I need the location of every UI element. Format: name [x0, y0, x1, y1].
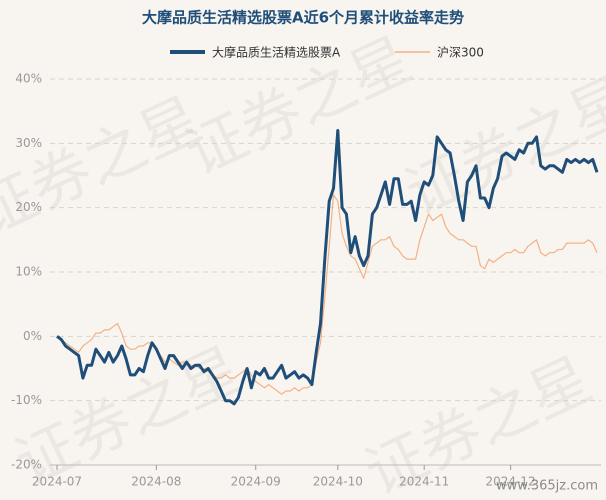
y-tick-label: 0% — [23, 329, 42, 343]
y-tick-label: 10% — [15, 265, 42, 279]
x-tick-label: 2024-12 — [486, 475, 536, 489]
x-tick-label: 2024-09 — [231, 475, 281, 489]
legend-label: 沪深300 — [437, 46, 484, 60]
legend-label: 大摩品质生活精选股票A — [212, 45, 341, 60]
y-tick-label: 30% — [15, 136, 42, 150]
y-tick-label: -20% — [11, 458, 42, 472]
y-tick-label: 40% — [15, 72, 42, 86]
x-tick-label: 2024-11 — [399, 475, 449, 489]
x-tick-label: 2024-07 — [32, 475, 82, 489]
x-tick-label: 2024-10 — [313, 475, 363, 489]
chart-title: 大摩品质生活精选股票A近6个月累计收益率走势 — [142, 9, 464, 27]
site-watermark: www.365jz.com — [496, 479, 598, 494]
y-tick-label: -10% — [11, 393, 42, 407]
y-tick-label: 20% — [15, 200, 42, 214]
series-line — [56, 194, 598, 395]
series-line — [56, 129, 599, 406]
x-tick-label: 2024-08 — [131, 475, 181, 489]
